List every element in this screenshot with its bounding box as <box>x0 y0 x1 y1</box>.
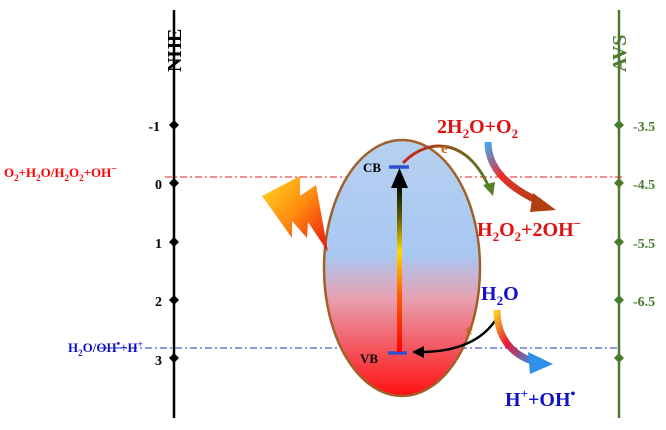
cb-electron-label: e <box>441 141 448 157</box>
nhe-tick-diamond <box>169 120 179 130</box>
vb-label: VB <box>360 351 378 366</box>
nhe-axis: NHE -1 0 1 2 3 <box>148 10 186 418</box>
nhe-tick-label: 0 <box>155 178 162 193</box>
avs-tick-marks <box>614 120 624 363</box>
nhe-tick-label: 1 <box>155 237 162 252</box>
reduction-arrow-head <box>530 193 556 212</box>
excitation-arrow <box>391 168 408 352</box>
avs-tick-diamond <box>614 120 624 130</box>
reduction-reaction-arrow <box>484 141 542 206</box>
nhe-tick-diamond <box>169 353 179 363</box>
nhe-tick-label: 2 <box>155 295 162 310</box>
avs-tick-diamond <box>614 353 624 363</box>
oh-redox-couple-label: H2O/OH•+H+ <box>68 339 143 358</box>
reduction-reactant-label: 2H2O+O2 <box>437 116 518 141</box>
vb-electron-transfer-arrow <box>419 317 499 354</box>
avs-axis: AVS -3.5 -4.5 -5.5 -6.5 <box>609 10 655 418</box>
avs-tick-label: -3.5 <box>633 120 655 135</box>
nhe-axis-title: NHE <box>164 29 186 72</box>
nhe-tick-label: 3 <box>155 354 162 369</box>
nhe-tick-marks <box>169 120 179 363</box>
excitation-arrow-shaft <box>397 184 402 352</box>
vb-electron-label: e <box>466 322 473 338</box>
nhe-tick-diamond <box>169 295 179 305</box>
excitation-arrow-head <box>391 168 408 188</box>
nhe-tick-diamond <box>169 237 179 247</box>
avs-tick-diamond <box>614 295 624 305</box>
cb-label: CB <box>363 160 381 175</box>
oxidation-reactant-label: H2O <box>481 283 519 308</box>
avs-tick-label: -6.5 <box>633 295 655 310</box>
o2-redox-couple-label: O2+H2O/H2O2+OH− <box>4 164 117 183</box>
vb-electron-arrow-head <box>412 346 424 358</box>
reduction-product-label: H2O2+2OH− <box>477 216 581 244</box>
light-bolt-icon <box>262 176 328 252</box>
cb-electron-arrow-head <box>483 182 495 196</box>
oxidation-arrow-head <box>528 352 553 374</box>
cb-electron-transfer-arrow <box>401 144 492 191</box>
avs-tick-diamond <box>614 237 624 247</box>
avs-tick-diamond <box>614 178 624 188</box>
avs-tick-label: -4.5 <box>633 178 655 193</box>
nhe-tick-label: -1 <box>148 120 160 135</box>
avs-axis-title: AVS <box>609 35 631 72</box>
oxidation-product-label: H++OH• <box>505 386 576 411</box>
avs-tick-label: -5.5 <box>633 237 655 252</box>
nhe-tick-diamond <box>169 178 179 188</box>
